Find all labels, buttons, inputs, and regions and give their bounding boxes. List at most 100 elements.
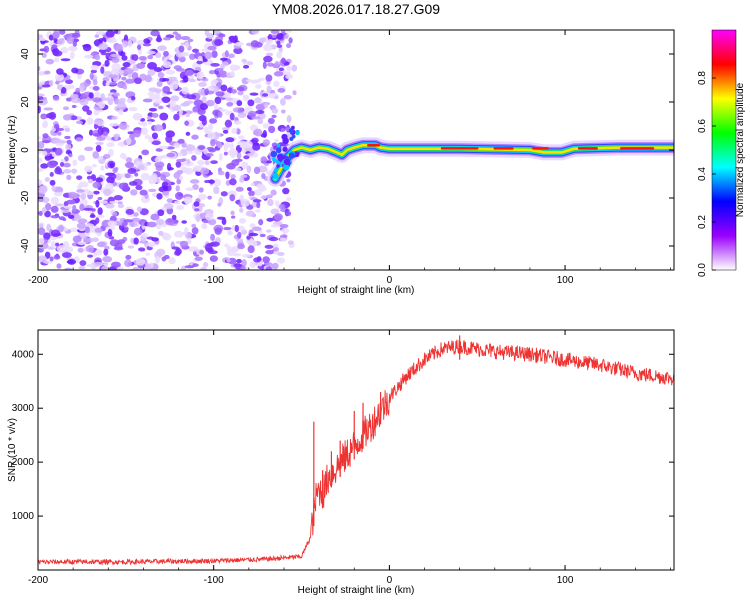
noise-speckle xyxy=(52,137,61,144)
noise-speckle xyxy=(90,69,97,74)
noise-speckle xyxy=(179,240,189,248)
noise-speckle xyxy=(107,228,113,237)
noise-speckle xyxy=(109,200,118,204)
noise-speckle xyxy=(43,45,50,53)
noise-speckle xyxy=(93,109,100,116)
noise-speckle xyxy=(108,172,117,180)
noise-speckle xyxy=(142,98,153,103)
noise-speckle xyxy=(125,78,136,84)
noise-speckle xyxy=(247,99,255,107)
noise-speckle xyxy=(38,237,45,245)
noise-speckle xyxy=(225,137,235,143)
noise-speckle xyxy=(66,36,75,45)
onset-blob xyxy=(295,130,300,136)
noise-speckle xyxy=(97,214,105,219)
noise-speckle xyxy=(96,241,106,248)
noise-speckle xyxy=(215,67,224,72)
noise-speckle xyxy=(63,205,74,209)
noise-speckle xyxy=(285,30,292,33)
noise-speckle xyxy=(195,214,201,222)
noise-speckle xyxy=(233,47,243,55)
noise-speckle xyxy=(38,167,44,173)
noise-speckle xyxy=(175,33,182,41)
noise-speckle xyxy=(225,171,230,180)
noise-speckle xyxy=(62,106,70,111)
noise-speckle xyxy=(155,52,162,59)
noise-speckle xyxy=(218,33,226,38)
noise-speckle xyxy=(208,179,215,184)
noise-speckle xyxy=(132,112,143,121)
noise-speckle xyxy=(52,31,60,39)
noise-speckle xyxy=(262,129,267,138)
noise-speckle xyxy=(65,199,76,205)
noise-speckle xyxy=(92,181,101,189)
noise-speckle xyxy=(51,44,58,50)
noise-speckle xyxy=(154,255,160,264)
noise-speckle xyxy=(50,196,59,205)
noise-speckle xyxy=(197,55,203,62)
noise-speckle xyxy=(83,207,94,211)
noise-speckle xyxy=(186,158,191,165)
noise-speckle xyxy=(198,81,207,87)
noise-speckle xyxy=(53,191,63,197)
snr-x-tick-label: 0 xyxy=(387,575,393,586)
noise-speckle xyxy=(214,227,222,235)
noise-speckle xyxy=(184,167,194,175)
noise-speckle xyxy=(163,254,170,260)
noise-speckle xyxy=(77,241,86,246)
noise-speckle xyxy=(145,252,150,256)
noise-speckle xyxy=(90,64,100,71)
noise-speckle xyxy=(173,142,181,149)
noise-speckle xyxy=(60,46,69,54)
noise-speckle xyxy=(235,186,244,192)
noise-speckle xyxy=(279,234,288,238)
noise-speckle xyxy=(75,116,83,121)
noise-speckle xyxy=(230,210,235,216)
noise-speckle xyxy=(53,37,58,42)
noise-speckle xyxy=(217,202,222,207)
noise-speckle xyxy=(276,33,284,40)
noise-speckle xyxy=(202,223,208,230)
noise-speckle xyxy=(38,227,46,236)
noise-speckle xyxy=(176,169,184,175)
noise-speckle xyxy=(197,194,207,200)
noise-speckle xyxy=(38,71,44,76)
noise-speckle xyxy=(103,188,112,196)
noise-speckle xyxy=(56,127,65,132)
noise-speckle xyxy=(165,135,173,143)
noise-speckle xyxy=(97,207,103,216)
onset-blob xyxy=(276,153,284,161)
noise-speckle xyxy=(280,57,286,64)
noise-speckle xyxy=(151,112,159,118)
noise-speckle xyxy=(159,112,169,121)
noise-speckle xyxy=(109,162,115,168)
noise-speckle xyxy=(147,69,156,76)
noise-speckle xyxy=(130,96,136,101)
noise-speckle xyxy=(205,152,214,157)
noise-speckle xyxy=(82,105,90,112)
noise-speckle xyxy=(95,141,104,146)
noise-speckle xyxy=(173,113,180,121)
noise-speckle xyxy=(183,196,193,204)
noise-speckle xyxy=(43,232,51,241)
noise-speckle xyxy=(95,177,104,183)
noise-speckle xyxy=(226,101,234,107)
noise-speckle xyxy=(112,69,120,76)
noise-speckle xyxy=(254,97,262,104)
noise-speckle xyxy=(139,189,148,196)
noise-speckle xyxy=(265,229,272,233)
noise-speckle xyxy=(192,107,199,113)
noise-speckle xyxy=(254,84,262,89)
noise-speckle xyxy=(52,50,63,57)
noise-speckle xyxy=(106,142,115,148)
noise-speckle xyxy=(72,235,82,243)
noise-speckle xyxy=(122,84,128,90)
noise-speckle xyxy=(86,109,93,116)
noise-speckle xyxy=(261,195,267,200)
noise-speckle xyxy=(259,233,266,238)
noise-speckle xyxy=(218,153,223,161)
noise-speckle xyxy=(102,131,109,137)
noise-speckle xyxy=(77,218,88,224)
noise-speckle xyxy=(267,117,275,125)
noise-speckle xyxy=(117,201,123,205)
